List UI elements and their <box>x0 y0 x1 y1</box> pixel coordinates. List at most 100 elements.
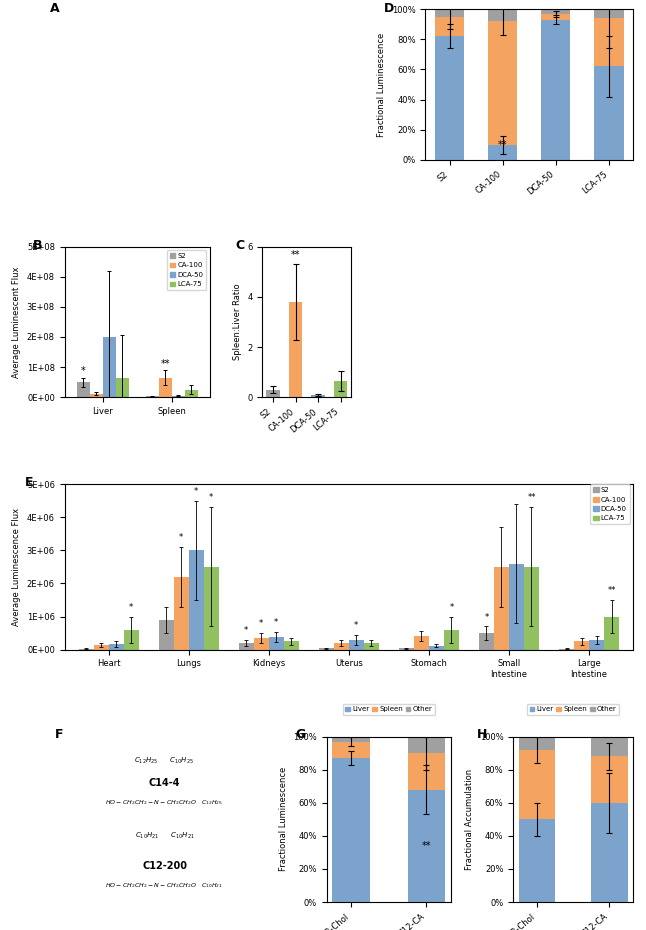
Bar <box>289 302 302 397</box>
Bar <box>203 567 219 650</box>
Bar <box>408 753 445 790</box>
Bar <box>594 66 623 160</box>
Bar <box>594 9 623 19</box>
Text: D: D <box>384 2 394 15</box>
Bar <box>519 737 555 750</box>
Bar <box>159 620 174 650</box>
Bar <box>519 750 555 819</box>
Y-axis label: Fractional Accumulation: Fractional Accumulation <box>465 769 474 870</box>
Bar <box>332 741 370 758</box>
Text: F: F <box>55 728 63 741</box>
Bar <box>429 645 444 650</box>
Bar <box>116 378 129 397</box>
Bar <box>591 803 628 902</box>
Y-axis label: Fractional Luminescence: Fractional Luminescence <box>278 767 287 871</box>
Bar <box>594 19 623 66</box>
Text: **: ** <box>527 493 536 502</box>
Bar <box>435 17 464 36</box>
Bar <box>488 21 517 145</box>
Bar <box>408 790 445 902</box>
Text: *: * <box>484 613 488 621</box>
Bar <box>494 567 509 650</box>
Bar <box>109 644 123 650</box>
Bar <box>77 382 90 397</box>
Legend: S2, CA-100, DCA-50, LCA-75: S2, CA-100, DCA-50, LCA-75 <box>167 250 206 290</box>
Bar <box>334 381 348 397</box>
Bar <box>591 756 628 803</box>
Bar <box>589 641 604 650</box>
Text: *: * <box>450 603 453 612</box>
Text: *: * <box>194 486 198 496</box>
Y-axis label: Average Luminescent Flux: Average Luminescent Flux <box>12 266 21 378</box>
Bar <box>408 737 445 753</box>
Text: *: * <box>244 627 248 635</box>
Bar <box>334 643 349 650</box>
Bar <box>189 551 203 650</box>
Bar <box>604 617 619 650</box>
Text: **: ** <box>291 250 300 260</box>
Text: *: * <box>129 603 133 612</box>
Y-axis label: Average Luminescence Flux: Average Luminescence Flux <box>12 508 21 626</box>
Bar <box>364 643 379 650</box>
Text: $C_{10}H_{21}$   $C_{10}H_{21}$: $C_{10}H_{21}$ $C_{10}H_{21}$ <box>134 830 194 841</box>
Text: A: A <box>50 2 60 15</box>
Text: G: G <box>296 728 306 741</box>
Bar <box>444 630 459 650</box>
Bar <box>519 819 555 902</box>
Bar <box>509 564 524 650</box>
Text: C: C <box>236 239 245 252</box>
Bar <box>541 20 570 160</box>
Bar <box>349 640 364 650</box>
Bar <box>479 633 494 650</box>
Text: C12-200: C12-200 <box>142 860 187 870</box>
Bar <box>332 737 370 741</box>
Text: *: * <box>179 533 183 542</box>
Bar <box>123 630 139 650</box>
Bar <box>488 9 517 21</box>
Bar <box>488 145 517 160</box>
Bar <box>435 9 464 17</box>
Text: **: ** <box>498 140 508 150</box>
Text: *: * <box>81 366 85 377</box>
Legend: S2, CA-100, DCA-50, LCA-75: S2, CA-100, DCA-50, LCA-75 <box>590 485 630 525</box>
Bar <box>94 644 109 650</box>
Text: *: * <box>259 619 264 628</box>
Y-axis label: Fractional Luminescence: Fractional Luminescence <box>377 33 386 137</box>
Bar <box>284 642 299 650</box>
Text: *: * <box>354 621 359 630</box>
Legend: Liver, Spleen, Other: Liver, Spleen, Other <box>342 704 435 715</box>
Bar <box>239 643 254 650</box>
Bar <box>159 378 172 397</box>
Bar <box>399 648 414 650</box>
Text: B: B <box>33 239 42 252</box>
Text: **: ** <box>422 841 432 851</box>
Bar <box>541 9 570 14</box>
Bar <box>559 648 574 650</box>
Bar <box>185 390 198 397</box>
Bar <box>311 395 325 397</box>
Bar <box>574 642 589 650</box>
Text: C14-4: C14-4 <box>149 777 180 788</box>
Bar <box>541 14 570 20</box>
Y-axis label: Spleen:Liver Ratio: Spleen:Liver Ratio <box>233 284 242 360</box>
Bar <box>332 758 370 902</box>
Text: $HO-CH_2CH_2-N-CH_2CH_2O$   $C_{12}H_{25}$: $HO-CH_2CH_2-N-CH_2CH_2O$ $C_{12}H_{25}$ <box>105 798 224 807</box>
Text: E: E <box>25 476 34 489</box>
Text: H: H <box>477 728 488 741</box>
Bar <box>524 567 539 650</box>
Bar <box>266 390 280 397</box>
Text: **: ** <box>607 586 616 595</box>
Bar <box>435 36 464 160</box>
Text: *: * <box>274 618 278 627</box>
Bar <box>90 393 103 397</box>
Bar <box>79 648 94 650</box>
Text: $C_{12}H_{25}$   $C_{10}H_{25}$: $C_{12}H_{25}$ $C_{10}H_{25}$ <box>134 756 194 766</box>
Legend: Liver, Spleen, Other: Liver, Spleen, Other <box>527 704 620 715</box>
Bar <box>172 395 185 397</box>
Text: **: ** <box>160 359 170 369</box>
Bar <box>269 637 284 650</box>
Bar <box>254 638 269 650</box>
Bar <box>174 577 189 650</box>
Text: *: * <box>209 493 213 502</box>
Bar <box>414 636 429 650</box>
